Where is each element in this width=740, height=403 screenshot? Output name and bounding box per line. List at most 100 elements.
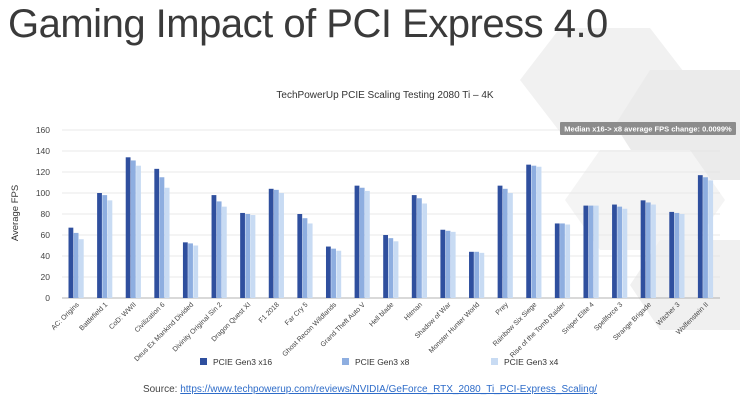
bar	[640, 200, 646, 298]
y-axis-label: Average FPS	[10, 185, 21, 241]
bar	[279, 193, 284, 298]
bar	[440, 229, 446, 298]
source-label: Source:	[142, 384, 178, 395]
bar	[78, 239, 84, 298]
x-tick-label: Prey	[495, 301, 510, 316]
bar	[583, 205, 589, 298]
bar	[388, 238, 394, 298]
y-tick-label: 80	[41, 209, 51, 219]
bar	[393, 241, 399, 298]
x-tick-label: Rise of the Tomb Raider	[509, 301, 567, 359]
legend-label: PCIE Gen3 x16	[213, 357, 272, 367]
bar	[250, 215, 256, 298]
chart-title: TechPowerUp PCIE Scaling Testing 2080 Ti…	[276, 90, 493, 101]
legend-swatch	[342, 358, 349, 365]
bar	[536, 166, 542, 298]
legend: PCIE Gen3 x16 PCIE Gen3 x8 PCIE Gen3 x4	[200, 357, 559, 367]
bar	[164, 187, 170, 298]
bar	[411, 195, 417, 298]
x-tick-label: CoD: WWII	[108, 301, 138, 331]
bar	[193, 245, 199, 298]
page-title: Gaming Impact of PCI Express 4.0	[8, 2, 608, 46]
y-tick-label: 100	[36, 188, 50, 198]
y-tick-label: 60	[41, 230, 51, 240]
legend-swatch	[200, 358, 207, 365]
bar	[221, 206, 227, 298]
bar	[307, 223, 313, 298]
median-annotation-text: Median x16-> x8 average FPS change: 0.00…	[564, 125, 732, 134]
bar	[182, 242, 188, 298]
bar	[331, 248, 336, 298]
bar	[450, 231, 456, 298]
bar	[136, 165, 141, 298]
y-tick-label: 120	[36, 167, 50, 177]
y-ticks: 0 20 40 60 80 100 120 140 160	[36, 125, 50, 303]
x-tick-label: Hitman	[403, 301, 424, 322]
bar	[383, 235, 388, 298]
bar	[68, 227, 74, 298]
bar	[612, 204, 617, 298]
bar	[445, 230, 451, 298]
bar	[268, 188, 274, 298]
x-tick-label: Monster Hunter World	[428, 301, 481, 354]
bar	[364, 190, 370, 298]
bar	[679, 214, 685, 298]
bar	[354, 185, 360, 298]
bar	[216, 201, 222, 298]
bar	[674, 212, 680, 298]
x-tick-label: Deus Ex Mankind Divided	[134, 301, 196, 363]
bar	[73, 232, 79, 298]
bar	[154, 168, 160, 298]
x-tick-label: Divinity Original Sin 2	[172, 301, 224, 353]
y-tick-label: 140	[36, 146, 50, 156]
x-tick-label: AC: Origins	[50, 301, 81, 332]
bar	[245, 214, 251, 298]
bar	[130, 160, 136, 298]
bar	[240, 212, 245, 298]
bar	[554, 223, 560, 298]
bar	[669, 211, 675, 298]
bar	[302, 218, 308, 298]
bar	[273, 189, 279, 298]
bar	[651, 204, 656, 298]
bar	[359, 187, 365, 298]
bar	[502, 188, 508, 298]
bar	[417, 198, 422, 298]
x-tick-label: Hell blade	[368, 301, 395, 328]
y-tick-label: 160	[36, 125, 50, 135]
bar	[708, 180, 714, 298]
x-tick-label: F1 2018	[258, 301, 281, 324]
x-tick-label: Battlefield 1	[79, 301, 110, 332]
x-tick-label: Ghost Recon Wildlands	[282, 301, 339, 358]
bar	[531, 165, 537, 298]
bar	[508, 193, 513, 298]
bar	[697, 175, 703, 298]
y-tick-label: 20	[41, 272, 51, 282]
bar	[211, 195, 217, 298]
legend-swatch	[491, 358, 498, 365]
y-tick-label: 0	[45, 293, 50, 303]
bar	[469, 251, 474, 298]
source-link[interactable]: https://www.techpowerup.com/reviews/NVID…	[180, 384, 598, 395]
bar	[297, 214, 303, 298]
bar	[588, 205, 594, 298]
bar	[497, 185, 503, 298]
bar	[479, 252, 485, 298]
bars	[68, 157, 714, 298]
bar	[336, 250, 342, 298]
bar	[593, 205, 599, 298]
x-tick-label: Witcher 3	[656, 301, 682, 327]
bar	[565, 224, 571, 298]
bar	[188, 243, 193, 298]
x-tick-label: Far Cry 5	[284, 301, 310, 327]
bar	[107, 200, 113, 298]
x-tick-label: Spellforce 3	[593, 301, 624, 332]
bar	[325, 246, 331, 298]
bar	[474, 251, 480, 298]
median-annotation: Median x16-> x8 average FPS change: 0.00…	[560, 122, 736, 135]
bar	[703, 177, 708, 298]
bar	[526, 164, 532, 298]
